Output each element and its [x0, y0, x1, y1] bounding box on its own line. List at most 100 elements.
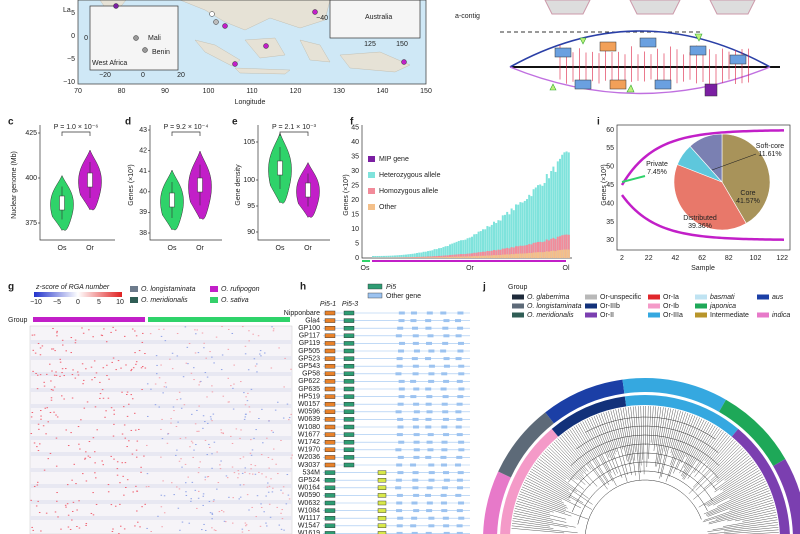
heatmap-cell [211, 467, 213, 469]
other-gene [425, 402, 432, 406]
panel-letter: d [125, 117, 131, 128]
heatmap-cell [201, 332, 204, 334]
tree-branch [543, 452, 575, 480]
other-gene [458, 387, 465, 391]
tick-label: −40 [316, 15, 328, 22]
heatmap-cell [253, 358, 256, 360]
other-gene [398, 440, 405, 444]
heatmap-cell [40, 415, 42, 417]
tree-branch [724, 524, 779, 532]
heatmap-cell [239, 484, 242, 486]
other-gene [413, 410, 420, 414]
tree-branch [697, 428, 720, 462]
other-gene [441, 448, 448, 452]
heatmap-cell [247, 369, 250, 371]
heatmap-cell [280, 512, 282, 514]
bar-silhouette [539, 241, 542, 258]
tree-branch [534, 464, 593, 505]
tree-branch [643, 406, 645, 475]
heatmap-cell [251, 506, 253, 508]
heatmap-cell [140, 466, 142, 468]
other-gene [458, 372, 465, 376]
heatmap-cell [197, 472, 200, 474]
bar-silhouette [537, 241, 539, 258]
heatmap-cell [205, 357, 207, 359]
other-gene [425, 455, 432, 459]
tick-label: 45 [606, 182, 614, 189]
heatmap-cell [79, 448, 81, 450]
heatmap-cell [61, 368, 64, 370]
heatmap-cell [215, 336, 218, 338]
gene-box [324, 516, 336, 521]
heatmap-cell [95, 503, 98, 505]
legend-swatch [648, 303, 660, 309]
slice-label: Core [740, 190, 755, 197]
heatmap-cell [237, 470, 240, 472]
tree-branch [512, 518, 568, 528]
heatmap-cell [232, 408, 235, 410]
other-gene [413, 509, 420, 513]
heatmap-cell [184, 463, 187, 465]
heatmap-cell [275, 463, 277, 465]
tree-branch [516, 500, 554, 513]
heatmap-cell [107, 484, 110, 486]
tick-label: 45 [351, 124, 359, 131]
other-gene [412, 486, 419, 490]
bar-silhouette [396, 257, 399, 258]
tree-branch [565, 432, 608, 490]
gene-label: Pi5-3 [342, 301, 358, 308]
tree-branch [652, 406, 657, 445]
other-gene [412, 364, 419, 368]
heatmap-cell [101, 460, 103, 462]
heatmap-cell [204, 372, 207, 374]
heatmap [29, 325, 293, 534]
tree-branch [687, 429, 722, 479]
axis [39, 125, 115, 241]
group-label: Or [466, 265, 474, 272]
bar-silhouette [444, 255, 447, 258]
heatmap-cell [190, 500, 192, 502]
bar-silhouette [515, 246, 517, 258]
heatmap-cell [85, 523, 88, 525]
heatmap-cell [110, 331, 112, 333]
bar-silhouette [541, 242, 544, 258]
tick-label: 70 [74, 88, 82, 95]
heatmap-cell [47, 421, 49, 423]
gene-box [343, 424, 355, 430]
heatmap-cell [201, 529, 203, 531]
bar-silhouette [495, 223, 498, 258]
bar-silhouette [460, 254, 462, 258]
heatmap-cell [288, 417, 291, 419]
bar-silhouette [411, 257, 414, 258]
heatmap-cell [205, 529, 207, 531]
legend-label: aus [772, 294, 784, 301]
tree-branch [513, 515, 576, 528]
bar-silhouette [548, 240, 550, 258]
tick-label: 0 [355, 255, 359, 262]
tree-branch [622, 407, 633, 461]
tick-label: 400 [25, 175, 37, 182]
tick-label: 42 [139, 147, 147, 154]
heatmap-cell [260, 454, 263, 456]
other-gene [396, 524, 403, 528]
tree-branch [683, 422, 709, 468]
tick-label: 150 [420, 88, 432, 95]
heatmap-cell [49, 411, 52, 413]
heatmap-cell [176, 333, 179, 335]
heatmap-cell [43, 381, 45, 383]
heatmap-cell [257, 335, 260, 337]
bar-silhouette [519, 245, 522, 258]
legend-label: O. meridionalis [527, 312, 574, 319]
bar-silhouette [510, 208, 513, 258]
heatmap-cell [55, 414, 57, 416]
heatmap-cell [164, 340, 167, 342]
legend-label: Or-II [600, 312, 614, 319]
other-gene [413, 349, 420, 353]
heatmap-cell [150, 388, 152, 390]
heatmap-cell [254, 365, 257, 367]
bar-silhouette [534, 252, 537, 258]
bar-silhouette [528, 194, 531, 258]
heatmap-cell [131, 398, 134, 400]
pie-slice [721, 133, 771, 224]
heatmap-cell [204, 421, 206, 423]
